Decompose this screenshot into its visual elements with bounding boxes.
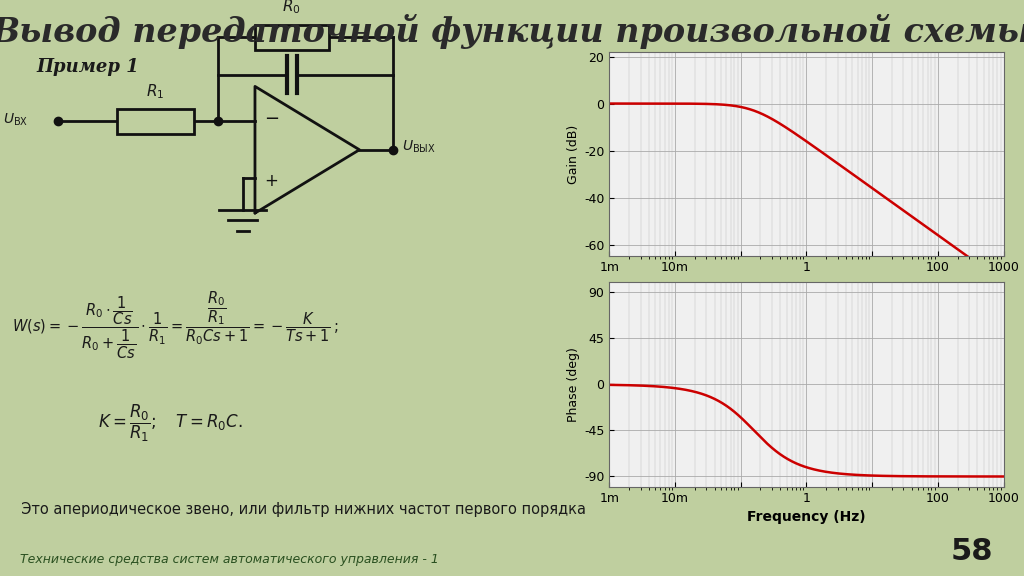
Text: $R_0$: $R_0$ [283, 0, 301, 16]
Text: $U_{\rm ВЫХ}$: $U_{\rm ВЫХ}$ [402, 139, 436, 155]
Y-axis label: Gain (dB): Gain (dB) [567, 124, 580, 184]
FancyBboxPatch shape [255, 25, 329, 50]
FancyBboxPatch shape [117, 109, 194, 134]
Text: $C$: $C$ [286, 37, 298, 53]
Text: Технические средства систем автоматического управления - 1: Технические средства систем автоматическ… [20, 552, 439, 566]
Text: $-$: $-$ [264, 108, 280, 126]
Text: 58: 58 [950, 537, 993, 566]
Text: $K = \dfrac{R_0}{R_1};\quad T = R_0 C.$: $K = \dfrac{R_0}{R_1};\quad T = R_0 C.$ [98, 403, 244, 444]
Text: Вывод передаточной функции произвольной схемы: Вывод передаточной функции произвольной … [0, 14, 1024, 50]
Text: Это апериодическое звено, или фильтр нижних частот первого порядка: Это апериодическое звено, или фильтр ниж… [12, 502, 587, 517]
X-axis label: Frequency (Hz): Frequency (Hz) [748, 510, 865, 524]
Text: Пример 1: Пример 1 [37, 58, 139, 76]
Text: $R_1$: $R_1$ [146, 82, 164, 101]
Text: $+$: $+$ [264, 172, 279, 190]
Text: $U_{\rm ВХ}$: $U_{\rm ВХ}$ [3, 111, 29, 128]
Text: $W(s) = -\dfrac{R_0 \cdot \dfrac{1}{Cs}}{R_0 + \dfrac{1}{Cs}} \cdot \dfrac{1}{R_: $W(s) = -\dfrac{R_0 \cdot \dfrac{1}{Cs}}… [12, 290, 339, 361]
Y-axis label: Phase (deg): Phase (deg) [567, 347, 580, 422]
